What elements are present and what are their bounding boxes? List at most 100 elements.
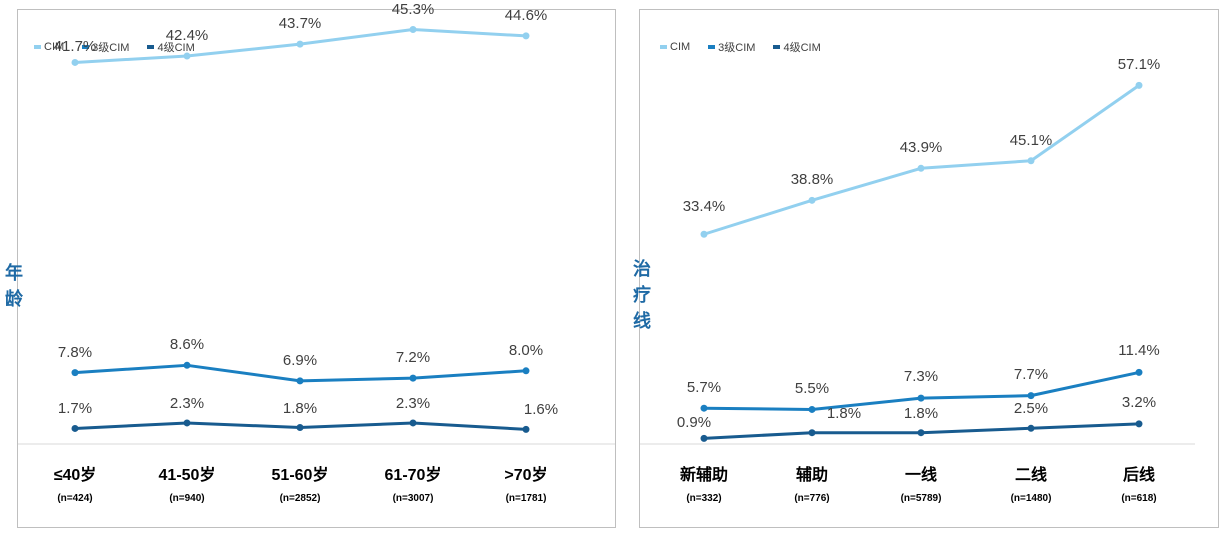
data-point bbox=[409, 374, 417, 382]
data-point bbox=[183, 419, 191, 427]
age-chart-legend: CIM 3级CIM 4级CIM bbox=[34, 39, 213, 55]
data-point bbox=[917, 394, 925, 402]
data-label: 1.8% bbox=[826, 404, 862, 422]
data-point bbox=[1027, 424, 1035, 432]
data-label: 44.6% bbox=[504, 6, 548, 24]
data-point bbox=[296, 40, 304, 48]
data-label: 1.8% bbox=[903, 404, 939, 422]
data-label: 0.9% bbox=[676, 414, 712, 432]
category-label: >70岁 bbox=[504, 467, 548, 484]
sample-size-label: (n=1781) bbox=[505, 493, 547, 504]
category-label: 二线 bbox=[1014, 467, 1047, 484]
data-label: 6.9% bbox=[282, 351, 318, 369]
category-label: 51-60岁 bbox=[271, 467, 329, 484]
data-point bbox=[522, 425, 530, 433]
data-label: 3.2% bbox=[1121, 393, 1157, 411]
sample-size-label: (n=3007) bbox=[392, 493, 434, 504]
category-label: 41-50岁 bbox=[158, 467, 216, 484]
sample-size-label: (n=332) bbox=[686, 493, 722, 504]
data-label: 43.7% bbox=[278, 15, 322, 33]
data-label: 45.3% bbox=[391, 0, 435, 18]
sample-size-label: (n=5789) bbox=[900, 493, 942, 504]
data-label: 45.1% bbox=[1009, 131, 1053, 149]
data-point bbox=[808, 405, 816, 413]
data-point bbox=[808, 196, 816, 204]
data-point bbox=[409, 26, 417, 34]
series-line-0 bbox=[703, 84, 1140, 236]
data-point bbox=[808, 429, 816, 437]
legend-swatch bbox=[34, 45, 41, 49]
legend-item: 3级CIM bbox=[708, 39, 755, 55]
legend-label: 3级CIM bbox=[92, 42, 130, 54]
data-label: 2.3% bbox=[395, 394, 431, 412]
data-label: 7.8% bbox=[57, 343, 93, 361]
legend-swatch bbox=[773, 45, 781, 49]
data-label: 5.7% bbox=[686, 379, 722, 397]
legend-label: 4级CIM bbox=[157, 42, 195, 54]
treatment-line-chart-panel: CIM 3级CIM 4级CIM 治疗线 33.4% 38.8% 43.9% 45.1% 57… bbox=[633, 9, 1219, 528]
data-point bbox=[71, 58, 79, 66]
data-label: 5.5% bbox=[794, 380, 830, 398]
legend-item: CIM bbox=[34, 39, 64, 55]
data-point bbox=[296, 377, 304, 385]
data-point bbox=[409, 419, 417, 427]
data-point bbox=[700, 230, 708, 238]
legend-item: 4级CIM bbox=[147, 39, 195, 55]
legend-label: 3级CIM bbox=[718, 42, 756, 54]
data-point bbox=[1135, 368, 1143, 376]
data-label: 7.3% bbox=[903, 368, 939, 386]
category-label: ≤40岁 bbox=[53, 467, 97, 484]
data-label: 2.5% bbox=[1013, 400, 1049, 418]
data-label: 38.8% bbox=[790, 171, 834, 189]
legend-swatch bbox=[82, 45, 90, 49]
data-label: 1.7% bbox=[57, 400, 93, 418]
sample-size-label: (n=618) bbox=[1121, 493, 1157, 504]
category-label: 61-70岁 bbox=[384, 467, 442, 484]
data-label: 1.8% bbox=[282, 399, 318, 417]
legend-item: CIM bbox=[660, 39, 690, 55]
sample-size-label: (n=2852) bbox=[279, 493, 321, 504]
data-point bbox=[1135, 420, 1143, 428]
treatment-line-chart-legend: CIM 3级CIM 4级CIM bbox=[660, 39, 839, 55]
data-point bbox=[71, 369, 79, 377]
data-label: 7.2% bbox=[395, 349, 431, 367]
data-point bbox=[917, 164, 925, 172]
data-label: 7.7% bbox=[1013, 365, 1049, 383]
data-label: 42.4% bbox=[165, 27, 209, 45]
data-label: 8.6% bbox=[169, 336, 205, 354]
data-point bbox=[1135, 81, 1143, 89]
data-point bbox=[296, 424, 304, 432]
sample-size-label: (n=776) bbox=[794, 493, 830, 504]
category-label: 新辅助 bbox=[679, 467, 728, 484]
age-axis-label: 年龄 bbox=[5, 263, 23, 309]
data-point bbox=[1027, 157, 1035, 165]
sample-size-label: (n=1480) bbox=[1010, 493, 1052, 504]
data-label: 2.3% bbox=[169, 394, 205, 412]
data-label: 43.9% bbox=[899, 139, 943, 157]
data-point bbox=[917, 429, 925, 437]
legend-swatch bbox=[660, 45, 667, 49]
data-label: 1.6% bbox=[523, 401, 559, 419]
category-label: 辅助 bbox=[795, 467, 828, 484]
data-point bbox=[522, 32, 530, 40]
legend-swatch bbox=[147, 45, 155, 49]
age-chart-panel: CIM 3级CIM 4级CIM 年龄 41.7% 42.4% 43.7% 45.3% 44.… bbox=[5, 1, 616, 528]
legend-label: 4级CIM bbox=[783, 42, 821, 54]
sample-size-label: (n=424) bbox=[57, 493, 93, 504]
data-point bbox=[183, 361, 191, 369]
data-point bbox=[71, 424, 79, 432]
treatment-line-axis-label: 治疗线 bbox=[633, 259, 651, 331]
data-label: 57.1% bbox=[1117, 56, 1161, 74]
data-point bbox=[700, 404, 708, 412]
legend-item: 4级CIM bbox=[773, 39, 821, 55]
legend-label: CIM bbox=[44, 41, 65, 53]
data-point bbox=[1027, 392, 1035, 400]
data-label: 41.7% bbox=[53, 38, 97, 56]
data-label: 11.4% bbox=[1118, 342, 1160, 360]
category-label: 后线 bbox=[1122, 467, 1155, 484]
data-point bbox=[522, 367, 530, 375]
age-chart-plot bbox=[18, 26, 615, 445]
data-label: 33.4% bbox=[682, 198, 726, 216]
legend-item: 3级CIM bbox=[82, 39, 129, 55]
legend-swatch bbox=[708, 45, 716, 49]
